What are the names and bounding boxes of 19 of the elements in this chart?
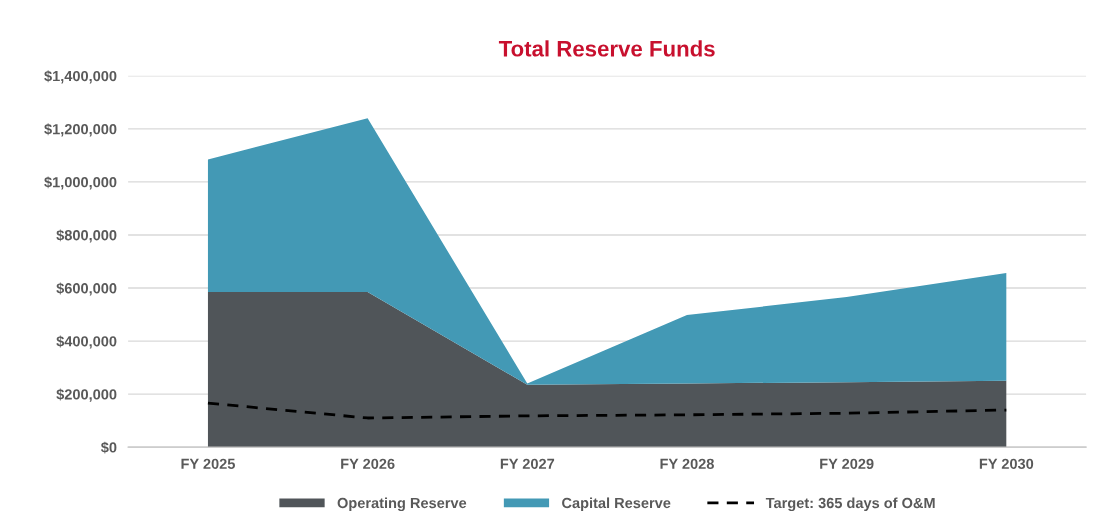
legend-label: Target: 365 days of O&M: [765, 497, 935, 512]
y-tick-label: $1,200,000: [44, 123, 117, 137]
y-tick-label: $600,000: [56, 282, 117, 296]
y-tick-label: $400,000: [56, 335, 117, 349]
y-tick-label: $0: [100, 441, 117, 454]
y-tick-label: $200,000: [56, 388, 117, 402]
legend-label: Capital Reserve: [562, 497, 671, 512]
x-tick-label: FY 2028: [660, 458, 714, 469]
x-tick-label: FY 2029: [820, 458, 874, 469]
legend-label: Operating Reserve: [337, 497, 467, 512]
x-tick-label: FY 2027: [500, 458, 555, 469]
x-tick-label: FY 2030: [979, 458, 1034, 470]
y-tick-label: $800,000: [56, 229, 117, 243]
y-tick-label: $1,000,000: [44, 176, 117, 190]
x-tick-label: FY 2025: [181, 458, 235, 469]
y-tick-label: $1,400,000: [44, 70, 117, 84]
line-series: [206, 401, 1008, 420]
chart-title: Total Reserve Funds: [498, 40, 715, 57]
x-tick-label: FY 2026: [341, 458, 395, 469]
